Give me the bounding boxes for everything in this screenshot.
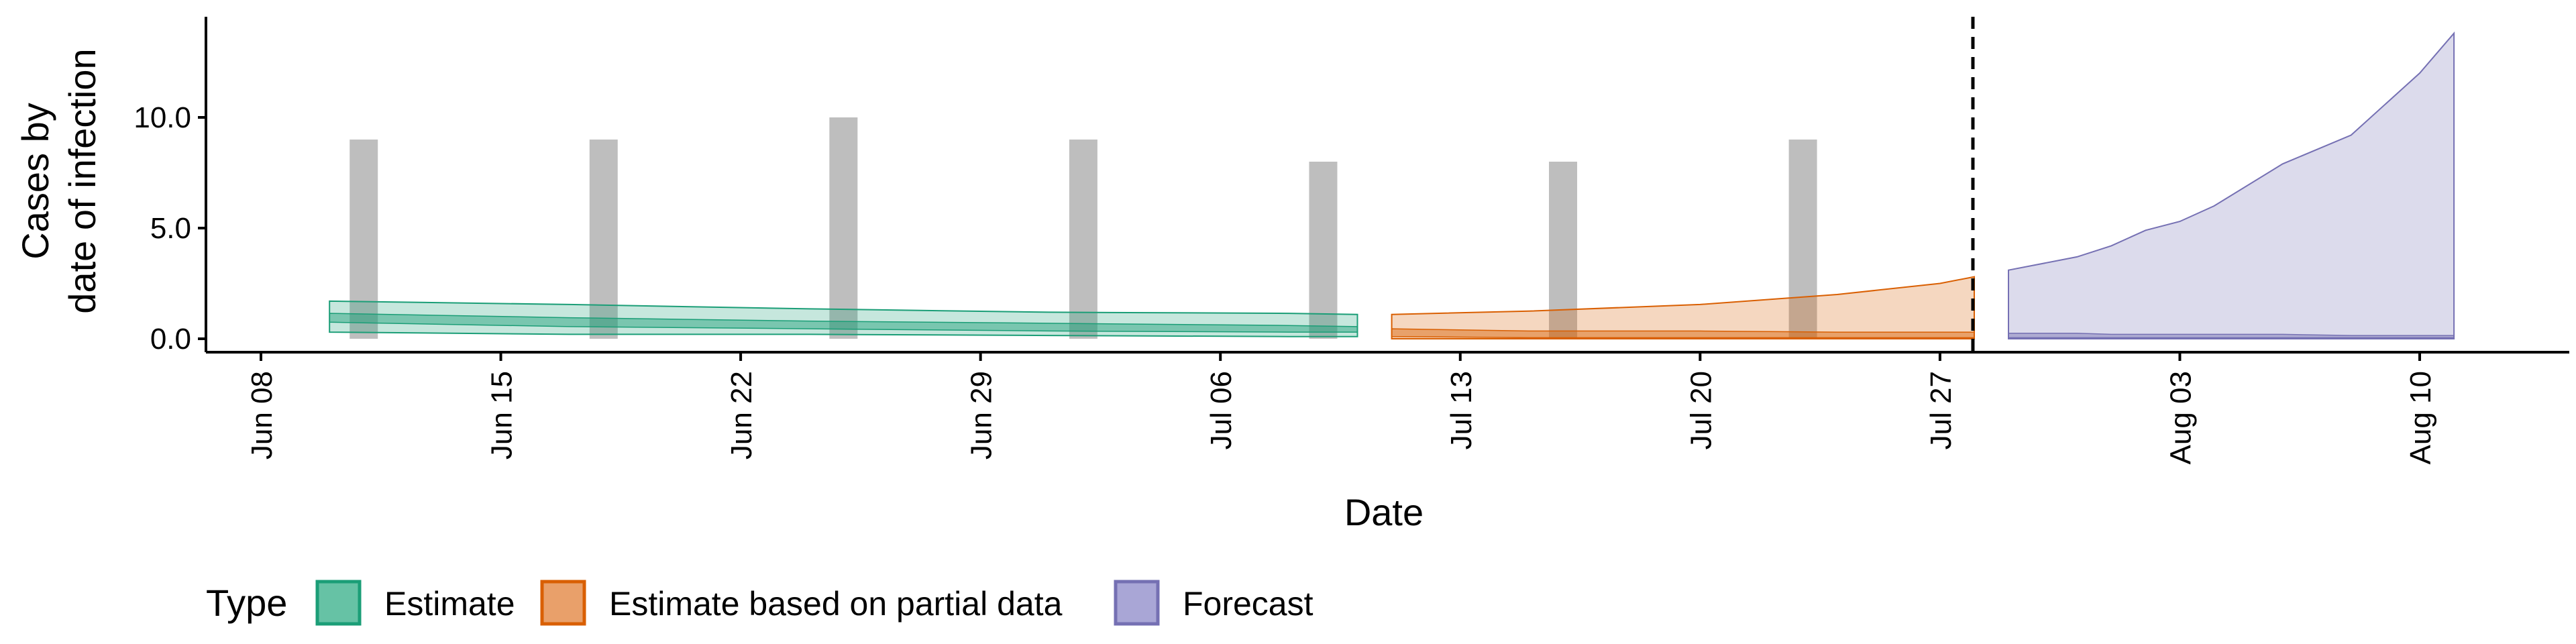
legend: Type Estimate Estimate based on partial d… bbox=[206, 580, 1313, 626]
series-1 bbox=[1391, 276, 1975, 339]
series-2 bbox=[2008, 31, 2455, 339]
y-tick-label: 10.0 bbox=[133, 101, 191, 134]
x-tick-label: Jun 15 bbox=[486, 371, 519, 460]
x-tick-label: Jul 13 bbox=[1445, 371, 1478, 449]
band-90 bbox=[329, 300, 1358, 337]
band-90 bbox=[2008, 31, 2455, 339]
legend-key bbox=[540, 580, 586, 626]
observed-bars bbox=[350, 117, 1817, 339]
legend-title: Type bbox=[206, 582, 287, 624]
band-50 bbox=[1391, 328, 1975, 339]
legend-key bbox=[1114, 580, 1160, 626]
x-tick-label: Jul 27 bbox=[1925, 371, 1957, 449]
legend-label: Forecast bbox=[1183, 585, 1313, 623]
series-0 bbox=[329, 300, 1358, 337]
x-ticks: Jun 08 Jun 15 Jun 22 Jun 29 Jul 06 Jul 13 Jul … bbox=[246, 352, 2437, 464]
y-tick-label: 5.0 bbox=[150, 212, 191, 245]
estimate-bands bbox=[329, 31, 2455, 339]
band-50 bbox=[2008, 333, 2455, 339]
y-axis-title-line2: date of infection bbox=[61, 48, 103, 313]
legend-label: Estimate based on partial data bbox=[609, 585, 1063, 623]
band-50 bbox=[329, 313, 1358, 333]
x-tick-label: Aug 10 bbox=[2404, 371, 2437, 464]
x-tick-label: Jun 29 bbox=[965, 371, 998, 460]
band-90 bbox=[1391, 276, 1975, 339]
x-tick-label: Aug 03 bbox=[2164, 371, 2197, 464]
y-axis-title-line1: Cases by bbox=[14, 103, 56, 259]
observed-bar bbox=[1788, 140, 1817, 339]
y-tick-label: 0.0 bbox=[150, 323, 191, 356]
x-tick-label: Jul 20 bbox=[1684, 371, 1717, 449]
x-tick-label: Jul 06 bbox=[1205, 371, 1238, 449]
legend-label: Estimate bbox=[384, 585, 515, 623]
x-tick-label: Jun 08 bbox=[246, 371, 278, 460]
observed-bar bbox=[1309, 162, 1338, 339]
x-axis-title: Date bbox=[1344, 491, 1424, 533]
axes bbox=[205, 17, 2569, 354]
observed-bar bbox=[1069, 140, 1097, 339]
legend-key bbox=[315, 580, 362, 626]
x-tick-label: Jun 22 bbox=[725, 371, 758, 460]
y-ticks: 0.0 5.0 10.0 bbox=[133, 101, 206, 356]
observed-bar bbox=[350, 140, 378, 339]
observed-bar bbox=[829, 117, 858, 339]
